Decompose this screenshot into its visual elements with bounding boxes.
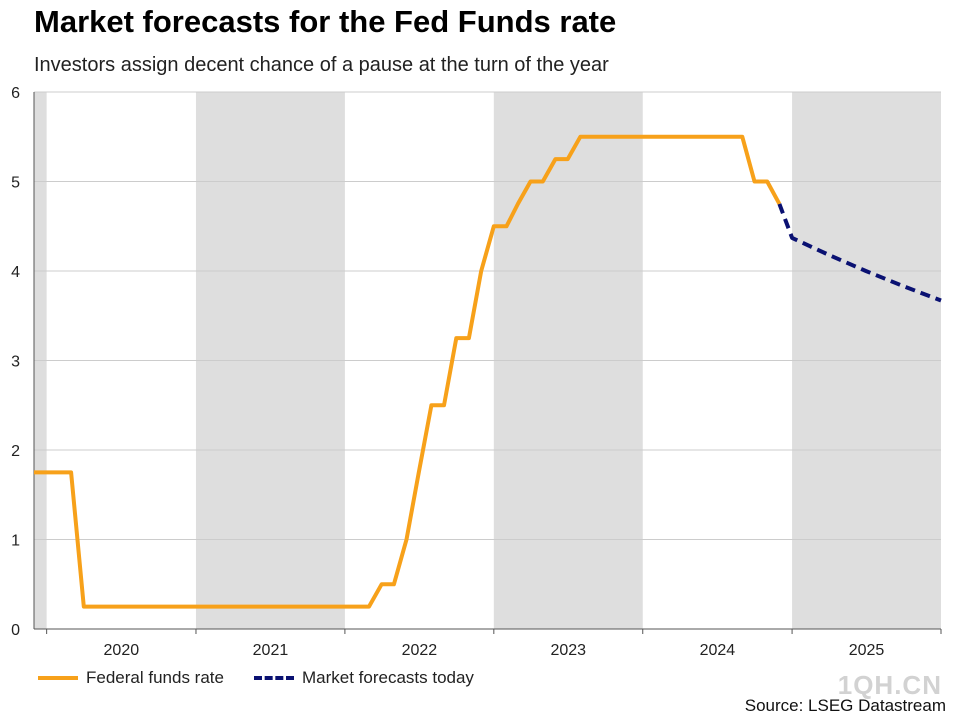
y-tick-label: 6 <box>11 85 20 102</box>
legend: Federal funds rate Market forecasts toda… <box>38 668 504 688</box>
legend-label-fed-funds: Federal funds rate <box>86 668 224 687</box>
x-tick-label: 2023 <box>550 642 586 659</box>
legend-swatch-dashed <box>253 676 294 680</box>
series-line-fed-funds <box>34 134 782 609</box>
gridlines <box>34 91 941 540</box>
chart-title: Market forecasts for the Fed Funds rate <box>34 4 617 39</box>
tick-labels: 0 1 2 3 4 5 6 2020 2021 2022 2023 2024 2025 <box>11 85 884 659</box>
legend-item-fed-funds: Federal funds rate <box>38 668 224 688</box>
chart-subtitle: Investors assign decent chance of a paus… <box>34 54 609 76</box>
y-tick-label: 3 <box>11 354 20 371</box>
series-lines <box>34 134 942 609</box>
legend-swatch-solid <box>38 676 78 680</box>
y-tick-label: 2 <box>11 443 20 460</box>
y-tick-label: 0 <box>11 622 20 639</box>
axes <box>33 92 942 634</box>
x-tick-label: 2020 <box>104 642 140 659</box>
x-tick-label: 2025 <box>849 642 885 659</box>
y-tick-label: 5 <box>11 175 20 192</box>
watermark: 1QH.CN <box>837 670 942 700</box>
y-tick-label: 4 <box>11 264 20 281</box>
legend-item-forecast: Market forecasts today <box>253 668 474 688</box>
x-tick-label: 2022 <box>402 642 438 659</box>
x-tick-label: 2024 <box>700 642 736 659</box>
legend-label-forecast: Market forecasts today <box>301 668 474 687</box>
series-line-forecast <box>777 203 942 303</box>
source-note: Source: LSEG Datastream <box>744 696 946 715</box>
x-tick-label: 2021 <box>253 642 289 659</box>
y-tick-label: 1 <box>11 533 20 550</box>
